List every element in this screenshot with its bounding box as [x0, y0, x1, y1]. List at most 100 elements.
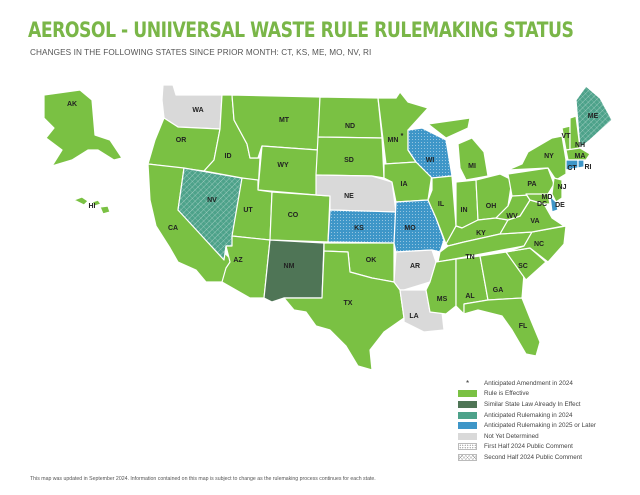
label-ct: CT: [567, 165, 577, 172]
label-ar: AR: [410, 263, 420, 270]
label-la: LA: [409, 313, 418, 320]
legend-item-anticipated-2025: Anticipated Rulemaking in 2025 or Later: [458, 420, 628, 431]
map-title: AEROSOL - UNIIVERSAL WASTE RULE RULEMAKI…: [28, 18, 574, 42]
label-ok: OK: [366, 257, 377, 264]
legend-swatch-anticipated-2024: [458, 411, 477, 419]
label-or: OR: [176, 137, 187, 144]
legend-item-effective: Rule is Effective: [458, 389, 628, 400]
legend-label: Rule is Effective: [484, 390, 530, 398]
label-id: ID: [225, 153, 232, 160]
label-nd: ND: [345, 123, 355, 130]
label-fl: FL: [519, 323, 528, 330]
state-fl[interactable]: [463, 297, 541, 357]
label-dc: DC: [537, 201, 547, 208]
label-wa: WA: [192, 107, 203, 114]
state-mi[interactable]: [427, 117, 489, 181]
label-ak: AK: [67, 101, 77, 108]
label-mi: MI: [468, 163, 476, 170]
label-pa: PA: [527, 181, 536, 188]
label-ky: KY: [476, 230, 486, 237]
label-mo: MO: [404, 225, 416, 232]
label-ms: MS: [437, 296, 448, 303]
label-sc: SC: [518, 263, 528, 270]
label-nh: NH: [575, 142, 585, 149]
legend-item-similar: Similar State Law Already In Effect: [458, 399, 628, 410]
asterisk-icon: *: [465, 378, 470, 388]
state-tx[interactable]: [283, 250, 405, 371]
state-ny[interactable]: [507, 135, 567, 181]
legend-item-first-half: First Half 2024 Public Comment: [458, 442, 628, 453]
label-me: ME: [588, 113, 599, 120]
legend-swatch-second-half: [458, 453, 477, 461]
state-pa[interactable]: [507, 167, 555, 197]
legend-item-amendment: * Anticipated Amendment in 2024: [458, 378, 628, 389]
legend-item-not-determined: Not Yet Determined: [458, 431, 628, 442]
label-wi: WI: [426, 157, 435, 164]
legend-label: First Half 2024 Public Comment: [484, 443, 573, 451]
amendment-marker-mn: *: [401, 133, 404, 140]
label-wv: WV: [506, 213, 518, 220]
label-vt: VT: [562, 133, 572, 140]
legend-swatch-effective: [458, 390, 477, 398]
label-tn: TN: [465, 254, 474, 261]
label-sd: SD: [344, 157, 354, 164]
state-ma[interactable]: [565, 147, 591, 161]
state-ri[interactable]: [577, 159, 585, 169]
label-ca: CA: [168, 225, 178, 232]
legend-swatch-first-half: [458, 443, 477, 451]
label-ks: KS: [354, 225, 364, 232]
label-mn: MN: [388, 137, 399, 144]
legend-label: Anticipated Amendment in 2024: [484, 379, 573, 387]
label-ia: IA: [401, 181, 408, 188]
label-wy: WY: [277, 162, 289, 169]
state-co[interactable]: [269, 191, 331, 243]
state-nm[interactable]: [263, 239, 325, 303]
label-md: MD: [542, 194, 553, 201]
state-wy[interactable]: [257, 145, 319, 196]
state-sd[interactable]: [315, 136, 385, 179]
legend-label: Second Half 2024 Public Comment: [484, 453, 583, 461]
label-nv: NV: [207, 197, 217, 204]
label-nc: NC: [534, 241, 544, 248]
state-il[interactable]: [427, 175, 457, 245]
label-in: IN: [461, 207, 468, 214]
label-ut: UT: [243, 207, 253, 214]
label-ny: NY: [544, 153, 554, 160]
state-ar[interactable]: [393, 249, 437, 291]
label-hi: HI: [89, 203, 96, 210]
map-subtitle: CHANGES IN THE FOLLOWING STATES SINCE PR…: [30, 48, 372, 57]
label-mt: MT: [279, 117, 290, 124]
label-co: CO: [288, 212, 299, 219]
legend-item-anticipated-2024: Anticipated Rulemaking in 2024: [458, 410, 628, 421]
state-md[interactable]: [525, 193, 551, 205]
state-ga[interactable]: [479, 251, 525, 301]
label-ga: GA: [493, 287, 504, 294]
legend-item-second-half: Second Half 2024 Public Comment: [458, 452, 628, 463]
legend-swatch-anticipated-2025: [458, 422, 477, 430]
legend-label: Not Yet Determined: [484, 432, 539, 440]
label-il: IL: [438, 201, 445, 208]
footnote: This map was updated in September 2024. …: [30, 476, 376, 482]
legend-label: Anticipated Rulemaking in 2024: [484, 411, 573, 419]
state-nj[interactable]: [551, 177, 563, 203]
legend-swatch-similar: [458, 400, 477, 408]
state-ak[interactable]: [43, 89, 123, 167]
legend-swatch-not-determined: [458, 432, 477, 440]
label-nm: NM: [284, 263, 295, 270]
legend-label: Anticipated Rulemaking in 2025 or Later: [484, 422, 597, 430]
label-ma: MA: [575, 153, 586, 160]
label-al: AL: [465, 293, 475, 300]
label-tx: TX: [344, 300, 353, 307]
label-ne: NE: [344, 193, 354, 200]
state-de[interactable]: [549, 195, 559, 213]
state-in[interactable]: [455, 179, 479, 229]
label-az: AZ: [233, 257, 243, 264]
label-de: DE: [555, 202, 565, 209]
state-hi[interactable]: [73, 196, 111, 215]
label-ri: RI: [585, 164, 592, 171]
state-nd[interactable]: [317, 96, 383, 139]
label-va: VA: [530, 218, 539, 225]
map-legend: * Anticipated Amendment in 2024 Rule is …: [458, 378, 628, 463]
label-oh: OH: [486, 203, 497, 210]
